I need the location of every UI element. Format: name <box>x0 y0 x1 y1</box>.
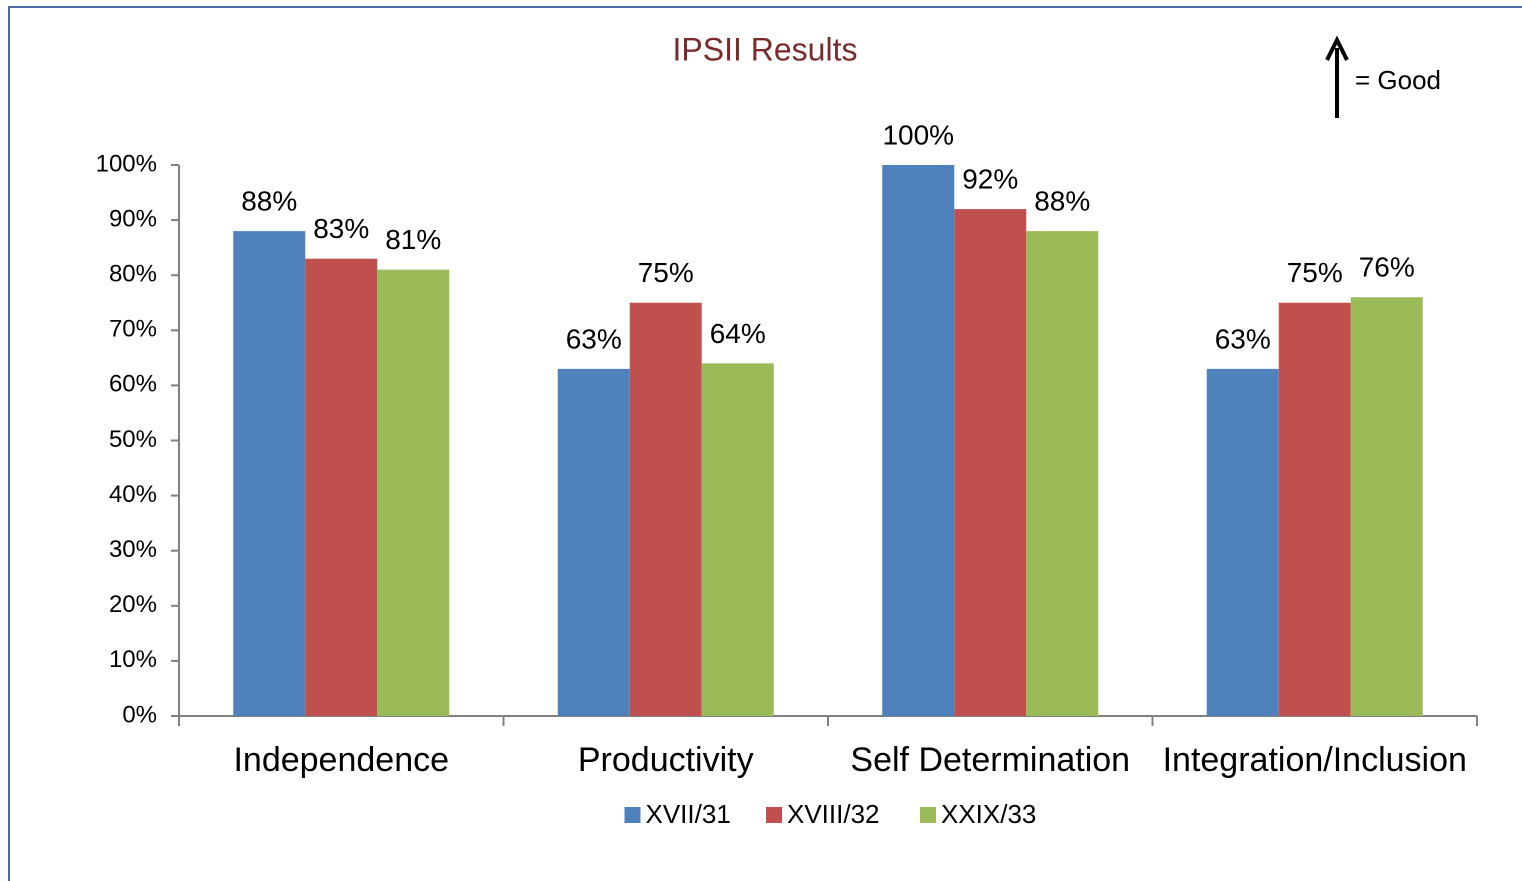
value-label: 88% <box>241 186 297 217</box>
annotation: = Good <box>1355 65 1441 95</box>
y-tick-label: 40% <box>109 481 157 508</box>
y-tick-label: 0% <box>122 701 157 728</box>
x-tick-label: Productivity <box>578 741 754 779</box>
value-label: 81% <box>385 224 441 255</box>
y-tick-label: 20% <box>109 591 157 618</box>
bar <box>954 209 1027 716</box>
value-label: 63% <box>566 323 622 354</box>
bar <box>377 269 450 716</box>
chart-title: IPSII Results <box>673 31 858 67</box>
legend-label: XXIX/33 <box>941 799 1036 829</box>
bar <box>1350 297 1423 716</box>
bar <box>882 165 955 716</box>
x-tick-label: Independence <box>233 741 449 779</box>
value-label: 64% <box>710 318 766 349</box>
legend-swatch <box>920 807 936 823</box>
bar <box>1026 231 1099 716</box>
y-tick-label: 70% <box>109 316 157 343</box>
bar <box>629 302 702 716</box>
y-tick-label: 80% <box>109 261 157 288</box>
bar <box>1278 302 1351 716</box>
legend-label: XVIII/32 <box>787 799 880 829</box>
value-label: 63% <box>1215 323 1271 354</box>
value-label: 75% <box>638 257 694 288</box>
value-label: 88% <box>1034 186 1090 217</box>
value-label: 75% <box>1287 257 1343 288</box>
bar <box>233 231 306 716</box>
legend-swatch <box>624 807 641 823</box>
value-label: 100% <box>882 119 954 150</box>
frame <box>8 6 1522 881</box>
bar <box>557 368 630 716</box>
value-label: 92% <box>962 163 1018 194</box>
y-tick-label: 10% <box>109 646 157 673</box>
legend-swatch <box>766 807 782 823</box>
arrow-head <box>1325 35 1349 61</box>
bar <box>305 258 378 716</box>
y-tick-label: 90% <box>109 205 157 232</box>
legend-label: XVII/31 <box>646 799 731 829</box>
y-tick-label: 60% <box>109 371 157 398</box>
y-tick-label: 30% <box>109 536 157 563</box>
bar <box>1206 368 1279 716</box>
y-tick-label: 50% <box>109 426 157 453</box>
value-label: 76% <box>1359 252 1415 283</box>
x-tick-label: Integration/Inclusion <box>1163 741 1467 779</box>
value-label: 83% <box>313 213 369 244</box>
x-tick-label: Self Determination <box>850 741 1130 779</box>
bar <box>701 363 774 716</box>
y-tick-label: 100% <box>96 150 157 177</box>
